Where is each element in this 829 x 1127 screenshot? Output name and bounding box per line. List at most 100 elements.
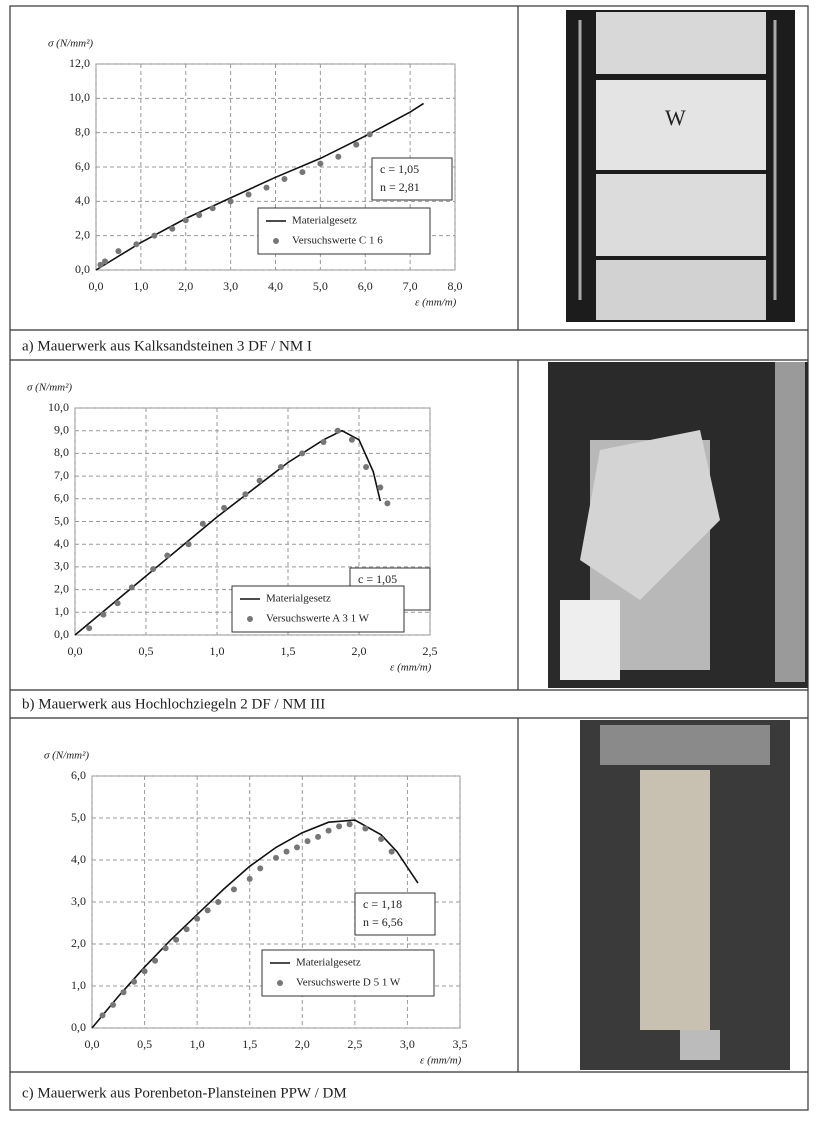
legend-swatch — [273, 238, 279, 244]
data-point — [186, 541, 192, 547]
photo — [580, 720, 790, 1070]
y-tick-label: 0,0 — [54, 627, 69, 641]
data-point — [164, 553, 170, 559]
x-tick-label: 5,0 — [313, 279, 328, 293]
data-point — [242, 491, 248, 497]
data-point — [246, 191, 252, 197]
y-tick-label: 6,0 — [71, 768, 86, 782]
data-point — [115, 248, 121, 254]
y-tick-label: 3,0 — [71, 894, 86, 908]
y-tick-label: 10,0 — [48, 400, 69, 414]
x-tick-label: 1,0 — [210, 644, 225, 658]
x-tick-label: 1,0 — [190, 1037, 205, 1051]
data-point — [163, 945, 169, 951]
data-point — [336, 823, 342, 829]
data-point — [129, 584, 135, 590]
y-tick-label: 5,0 — [54, 513, 69, 527]
data-point — [215, 899, 221, 905]
data-point — [299, 450, 305, 456]
y-tick-label: 4,0 — [71, 852, 86, 866]
data-point — [264, 185, 270, 191]
y-tick-label: 2,0 — [75, 227, 90, 241]
x-tick-label: 3,0 — [400, 1037, 415, 1051]
x-axis-label: ε (mm/m) — [390, 662, 432, 674]
data-point — [367, 131, 373, 137]
data-point — [281, 176, 287, 182]
x-tick-label: 0,5 — [137, 1037, 152, 1051]
x-tick-label: 0,0 — [89, 279, 104, 293]
x-tick-label: 2,0 — [295, 1037, 310, 1051]
y-tick-label: 0,0 — [71, 1020, 86, 1034]
data-point — [121, 989, 127, 995]
x-tick-label: 1,0 — [133, 279, 148, 293]
x-tick-label: 4,0 — [268, 279, 283, 293]
y-tick-label: 1,0 — [71, 978, 86, 992]
photo — [548, 362, 808, 688]
data-point — [200, 521, 206, 527]
y-tick-label: 5,0 — [71, 810, 86, 824]
x-tick-label: 7,0 — [403, 279, 418, 293]
y-tick-label: 6,0 — [75, 159, 90, 173]
y-tick-label: 2,0 — [54, 581, 69, 595]
caption: c) Mauerwerk aus Porenbeton-Plansteinen … — [22, 1085, 347, 1101]
data-point — [131, 979, 137, 985]
data-point — [142, 968, 148, 974]
data-point — [183, 217, 189, 223]
legend-label: Materialgesetz — [266, 593, 331, 605]
data-point — [257, 478, 263, 484]
data-point — [100, 612, 106, 618]
data-point — [115, 600, 121, 606]
data-point — [86, 625, 92, 631]
data-point — [257, 865, 263, 871]
data-point — [317, 161, 323, 167]
legend-label: Materialgesetz — [292, 215, 357, 227]
page: W a) Mauerwerk aus Kalksandsteinen 3 DF … — [0, 0, 829, 1122]
x-tick-label: 0,0 — [68, 644, 83, 658]
data-point — [110, 1002, 116, 1008]
data-point — [384, 500, 390, 506]
data-point — [151, 233, 157, 239]
annotation: c = 1,05 — [380, 162, 419, 176]
data-point — [102, 258, 108, 264]
data-point — [228, 198, 234, 204]
data-point — [169, 226, 175, 232]
y-tick-label: 3,0 — [54, 559, 69, 573]
data-point — [100, 1012, 106, 1018]
x-tick-label: 2,0 — [352, 644, 367, 658]
x-tick-label: 2,5 — [423, 644, 438, 658]
data-point — [150, 566, 156, 572]
data-point — [231, 886, 237, 892]
y-tick-label: 8,0 — [54, 445, 69, 459]
data-point — [184, 926, 190, 932]
data-point — [378, 836, 384, 842]
data-point — [299, 169, 305, 175]
data-point — [377, 484, 383, 490]
data-point — [221, 505, 227, 511]
y-axis-label: σ (N/mm²) — [48, 38, 93, 50]
y-tick-label: 9,0 — [54, 422, 69, 436]
x-tick-label: 3,5 — [453, 1037, 468, 1051]
annotation: n = 6,56 — [363, 915, 403, 929]
data-point — [349, 437, 355, 443]
data-point — [133, 241, 139, 247]
data-point — [326, 828, 332, 834]
svg-text:W: W — [665, 105, 686, 130]
data-point — [305, 838, 311, 844]
legend-label: Versuchswerte A 3 1 W — [266, 613, 370, 625]
x-axis-label: ε (mm/m) — [415, 297, 457, 309]
data-point — [363, 464, 369, 470]
data-point — [347, 821, 353, 827]
x-tick-label: 3,0 — [223, 279, 238, 293]
y-tick-label: 7,0 — [54, 468, 69, 482]
y-tick-label: 10,0 — [69, 90, 90, 104]
x-tick-label: 8,0 — [448, 279, 463, 293]
data-point — [321, 439, 327, 445]
data-point — [294, 844, 300, 850]
data-point — [362, 826, 368, 832]
caption: a) Mauerwerk aus Kalksandsteinen 3 DF / … — [22, 338, 312, 354]
data-point — [194, 916, 200, 922]
data-point — [335, 428, 341, 434]
legend-label: Materialgesetz — [296, 957, 361, 969]
data-point — [210, 205, 216, 211]
y-tick-label: 12,0 — [69, 56, 90, 70]
